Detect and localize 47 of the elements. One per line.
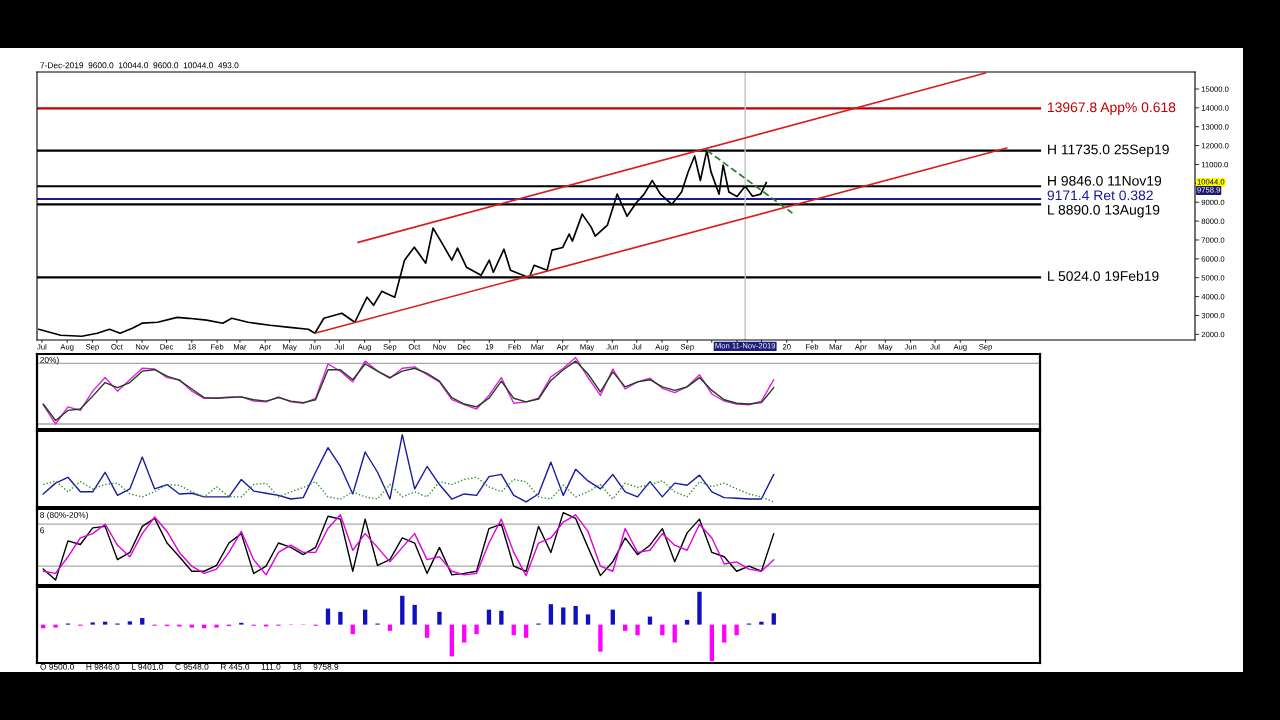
bar xyxy=(709,624,715,662)
bar xyxy=(771,613,776,625)
bar xyxy=(127,621,133,625)
bar xyxy=(561,607,566,625)
text: O 9500.0 H 9846.0 L 9401.0 C 9548.0 R 445.0 111.0 18 9758.9 xyxy=(40,663,339,670)
ref-line-label: 9171.4 Ret 0.382 xyxy=(1047,190,1153,201)
annotation: 20%) xyxy=(40,356,59,365)
bar xyxy=(462,624,467,643)
ref-line-label: 13967.8 App% 0.618 xyxy=(1048,102,1176,115)
annotation: 8 (80%-20%) xyxy=(40,511,88,520)
text: 7-Dec-2019 9600.0 10044.0 9600.0 10044.0 493.0 xyxy=(40,62,239,69)
bar xyxy=(214,624,219,628)
ref-line-label: L 8890.0 13Aug19 xyxy=(1048,204,1160,218)
bar xyxy=(585,614,591,625)
bar xyxy=(697,591,702,625)
bar xyxy=(548,604,554,625)
annotation: 6 xyxy=(40,527,45,534)
bar xyxy=(647,616,653,625)
bar xyxy=(338,611,343,625)
bar xyxy=(573,606,578,625)
ref-line-label: L 5024.0 19Feb19 xyxy=(1048,270,1159,281)
bar xyxy=(722,624,727,643)
bar xyxy=(610,609,615,625)
bar xyxy=(362,609,368,625)
bar xyxy=(598,624,603,652)
bar xyxy=(53,624,58,628)
ref-line-label: H 9846.0 11Nov19 xyxy=(1048,175,1162,186)
bar xyxy=(102,621,108,625)
bar xyxy=(437,611,442,625)
bar xyxy=(424,624,430,638)
bar xyxy=(400,595,405,625)
bar xyxy=(412,604,417,625)
bar xyxy=(486,609,492,625)
bar xyxy=(474,624,479,635)
bar xyxy=(140,618,145,625)
bar xyxy=(684,619,690,625)
bar xyxy=(672,624,677,643)
ref-line-label: H 11735.0 25Sep19 xyxy=(1048,144,1169,158)
bar xyxy=(90,622,95,625)
bar xyxy=(449,624,454,657)
bar xyxy=(734,624,739,636)
bar xyxy=(325,608,331,625)
bar xyxy=(523,624,529,638)
bar xyxy=(189,624,194,628)
bar xyxy=(635,624,640,636)
bar xyxy=(759,621,764,625)
bar xyxy=(499,610,504,625)
